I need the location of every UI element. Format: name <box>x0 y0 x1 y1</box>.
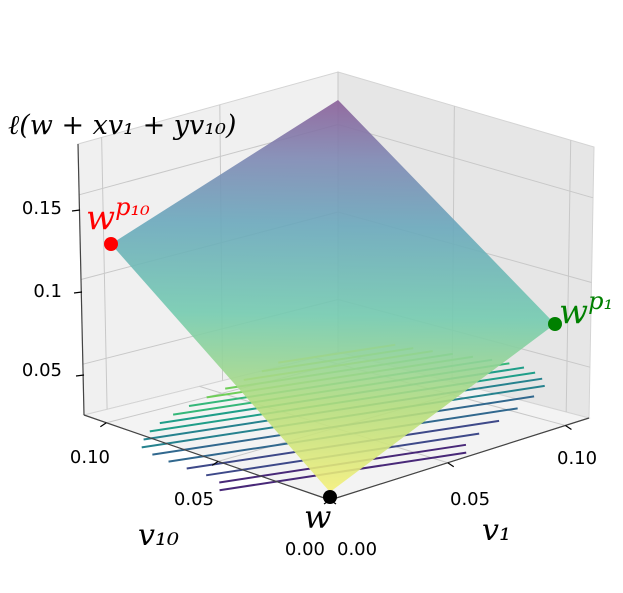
x-tick <box>447 462 455 468</box>
x-axis-label: v₁ <box>482 513 511 548</box>
z-tick <box>73 291 83 294</box>
point-w-label: w <box>304 498 331 536</box>
x-axis-line <box>329 417 590 501</box>
point-wp1-label: wp₁ <box>559 287 613 332</box>
point-wp10-label: wp₁₀ <box>86 193 150 238</box>
y-axis-label: v₁₀ <box>138 518 179 553</box>
x-tick-label: 0.10 <box>557 448 597 469</box>
grid-line <box>337 124 594 199</box>
z-tick <box>71 209 81 212</box>
axis-edges <box>77 143 590 501</box>
y-tick <box>100 422 107 428</box>
point-wp10 <box>104 237 118 251</box>
x-tick-label: 0.00 <box>337 539 377 560</box>
y-tick-label: 0.10 <box>70 447 110 468</box>
x-tick-label: 0.05 <box>450 489 490 510</box>
z-tick-label: 0.1 <box>33 281 62 302</box>
point-w <box>323 490 337 504</box>
y-tick-label: 0.05 <box>174 489 214 510</box>
point-wp1 <box>548 317 562 331</box>
y-axis-line <box>83 414 331 501</box>
z-tick-label: 0.15 <box>22 198 62 219</box>
loss-surface <box>111 100 555 492</box>
z-tick <box>75 374 85 377</box>
x-tick <box>565 424 572 430</box>
z-axis-label: ℓ(w + xv₁ + yv₁₀) <box>8 110 236 141</box>
z-axis-line <box>77 143 85 416</box>
y-tick <box>211 460 219 466</box>
y-tick-label: 0.00 <box>285 539 325 560</box>
z-tick-label: 0.05 <box>22 360 62 381</box>
